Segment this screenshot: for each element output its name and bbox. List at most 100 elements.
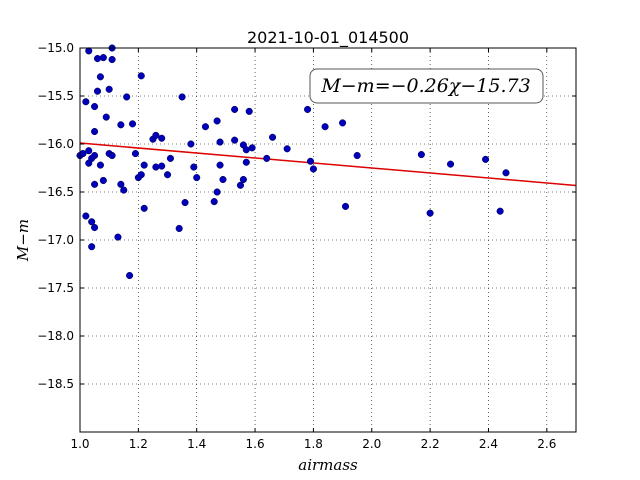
y-axis-label: M−m xyxy=(14,219,32,262)
axis-ticks xyxy=(79,47,576,432)
data-point xyxy=(231,136,239,144)
data-point xyxy=(123,93,131,101)
data-point xyxy=(339,119,347,127)
data-point xyxy=(321,123,329,131)
data-point xyxy=(236,181,245,189)
data-point xyxy=(216,161,224,169)
y-tick-label: −15.0 xyxy=(37,41,74,55)
data-point xyxy=(117,180,125,188)
data-point xyxy=(120,186,128,194)
data-point xyxy=(231,105,239,113)
x-tick-label: 2.6 xyxy=(537,437,556,451)
data-point xyxy=(152,131,160,139)
data-point xyxy=(446,160,455,168)
data-point xyxy=(341,202,350,210)
data-point xyxy=(216,138,224,146)
data-point xyxy=(117,121,125,129)
grid-lines xyxy=(80,48,576,432)
x-tick-label: 1.2 xyxy=(129,437,148,451)
data-point xyxy=(91,127,99,136)
data-point xyxy=(131,150,139,158)
data-point xyxy=(91,223,99,232)
data-point xyxy=(91,151,99,160)
x-tick-label: 2.2 xyxy=(421,437,440,451)
data-point xyxy=(190,163,198,171)
data-point xyxy=(85,47,93,55)
y-tick-label: −17.0 xyxy=(37,233,74,247)
fit-equation-annotation: M−m=−0.26χ−15.73 xyxy=(309,68,544,104)
data-point xyxy=(79,150,87,158)
data-point xyxy=(187,140,195,148)
x-tick-label: 1.8 xyxy=(304,437,323,451)
data-point xyxy=(245,107,253,115)
x-tick-labels: 1.0 1.2 1.4 1.6 1.8 2.0 2.2 2.4 2.6 xyxy=(70,437,556,451)
data-point xyxy=(91,180,99,188)
x-tick-label: 1.4 xyxy=(187,437,206,451)
data-point xyxy=(193,174,201,182)
y-tick-label: −16.0 xyxy=(37,137,74,151)
data-point xyxy=(309,165,317,173)
data-point xyxy=(181,199,189,207)
data-point xyxy=(82,98,90,106)
data-point xyxy=(137,171,145,179)
data-point xyxy=(96,73,104,81)
y-tick-labels: −15.0 −15.5 −16.0 −16.5 −17.0 −17.5 −18.0 −18.5 xyxy=(37,41,74,391)
data-point xyxy=(219,175,227,184)
x-tick-label: 1.0 xyxy=(70,437,89,451)
data-point xyxy=(108,55,116,64)
data-point xyxy=(269,133,277,141)
data-point xyxy=(85,147,93,155)
data-point xyxy=(99,176,107,185)
data-point xyxy=(242,158,250,166)
data-point xyxy=(91,103,99,111)
data-point xyxy=(248,144,256,152)
data-point xyxy=(158,134,166,142)
y-tick-label: −18.5 xyxy=(37,377,74,391)
data-point xyxy=(210,198,218,206)
fit-line xyxy=(79,142,577,187)
data-point xyxy=(128,120,137,128)
data-point xyxy=(201,123,210,131)
x-axis-label: airmass xyxy=(298,456,358,474)
y-tick-label: −17.5 xyxy=(37,281,74,295)
fit-line-group xyxy=(79,142,577,187)
data-point xyxy=(502,169,510,177)
y-tick-label: −16.5 xyxy=(37,185,74,199)
data-point xyxy=(166,154,174,162)
data-point xyxy=(306,157,315,165)
data-point xyxy=(263,154,271,162)
data-point xyxy=(175,224,183,233)
data-point xyxy=(163,171,172,179)
data-point xyxy=(353,151,361,160)
data-point xyxy=(105,85,113,93)
y-tick-label: −15.5 xyxy=(37,89,74,103)
data-point xyxy=(88,218,96,226)
data-point xyxy=(417,151,425,159)
x-tick-label: 2.0 xyxy=(362,437,381,451)
data-point xyxy=(93,55,102,63)
data-point xyxy=(99,54,107,62)
data-point xyxy=(96,161,104,169)
data-point xyxy=(126,271,134,280)
data-point xyxy=(140,161,148,169)
annotation-text: M−m=−0.26χ−15.73 xyxy=(320,75,530,97)
data-point xyxy=(88,243,96,251)
data-point xyxy=(137,72,145,80)
x-tick-label: 2.4 xyxy=(479,437,498,451)
data-point xyxy=(178,93,186,101)
data-point xyxy=(140,204,148,212)
data-point xyxy=(108,151,116,160)
data-point xyxy=(426,209,434,217)
data-point xyxy=(239,175,247,184)
data-point xyxy=(82,212,90,220)
x-tick-label: 1.6 xyxy=(246,437,265,451)
y-tick-label: −18.0 xyxy=(37,329,74,343)
chart-title: 2021-10-01_014500 xyxy=(247,28,409,48)
data-point xyxy=(283,145,291,153)
data-point xyxy=(158,162,166,170)
data-point xyxy=(93,87,102,95)
annotation-box xyxy=(309,68,544,104)
data-point xyxy=(102,113,110,121)
data-point xyxy=(496,207,504,215)
